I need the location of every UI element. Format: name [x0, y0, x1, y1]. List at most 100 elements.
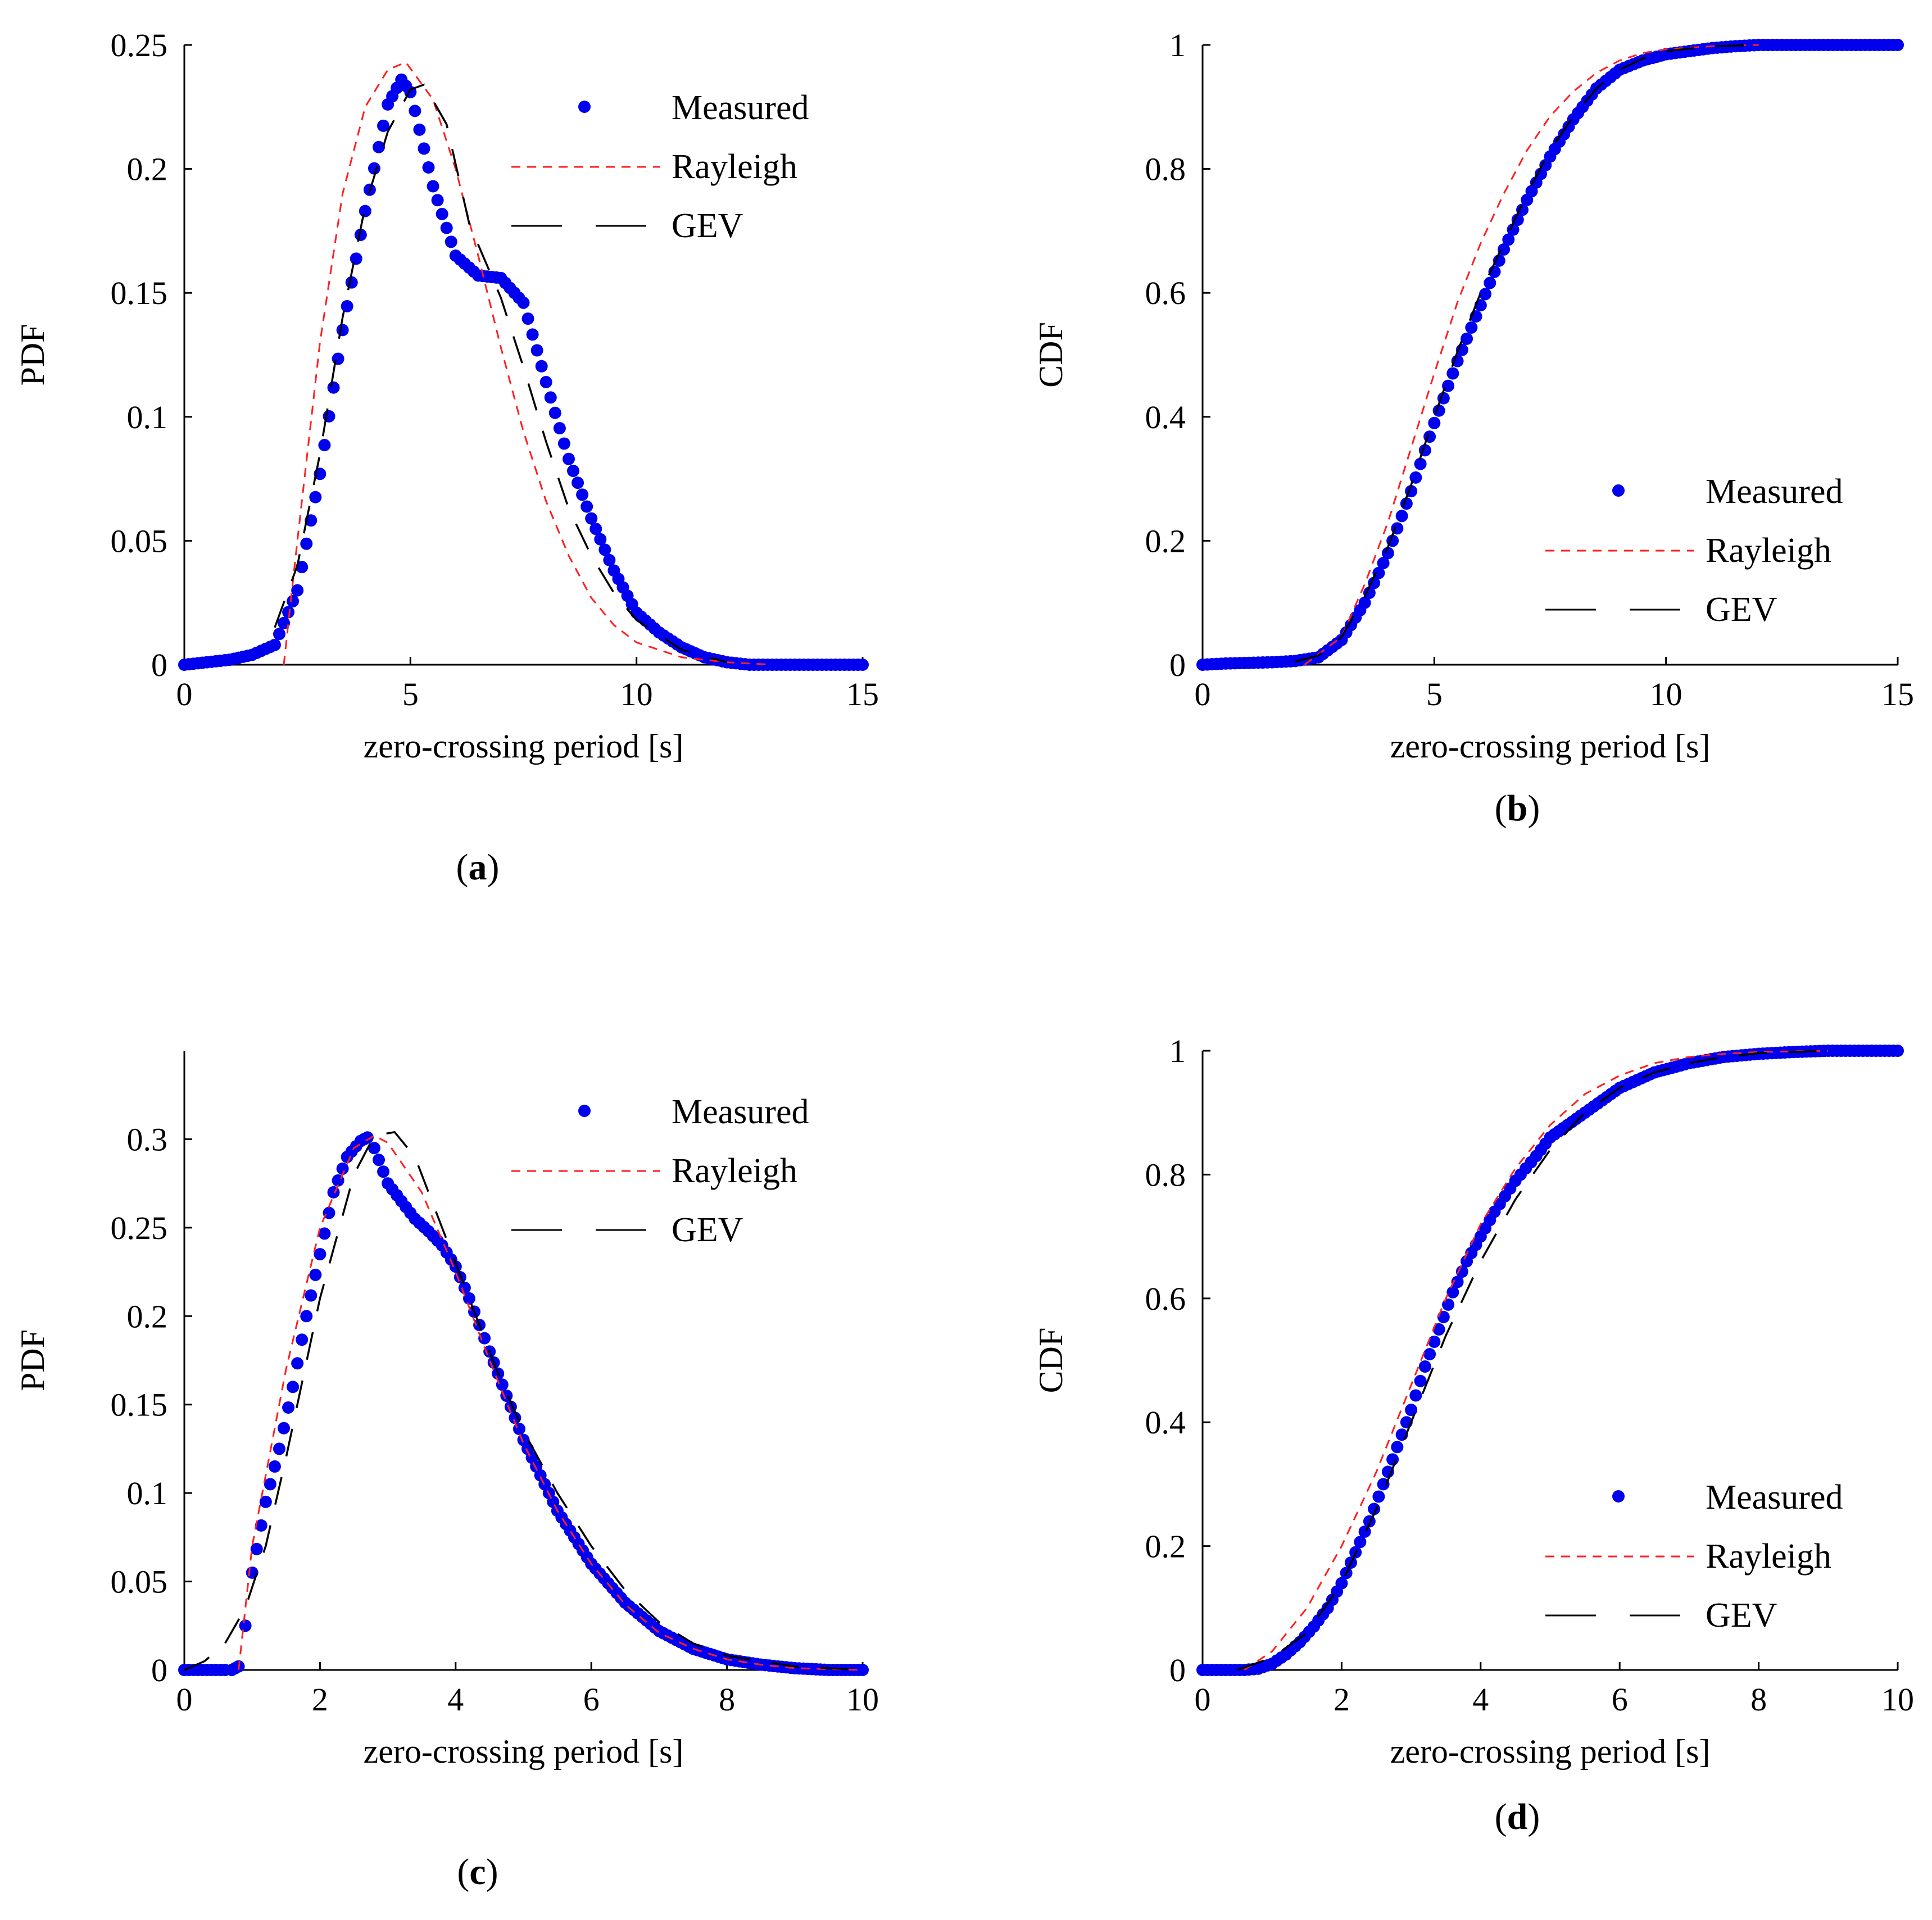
- measured-point: [268, 1460, 281, 1473]
- measured-point: [427, 180, 439, 193]
- x-tick-label: 6: [583, 1681, 600, 1718]
- panel-d: 0 2 4 6 8 10 0 0.2 0.4 0.6 0.8 1 zero-crossing perio…: [1032, 1033, 1914, 1837]
- measured-point: [603, 553, 616, 566]
- x-tick-label: 4: [1472, 1681, 1489, 1718]
- legend-measured-label: Measured: [1706, 1478, 1843, 1517]
- panel-label-open: (: [457, 1851, 469, 1892]
- measured-point: [1405, 1404, 1418, 1417]
- legend-measured-marker: [1612, 484, 1625, 497]
- x-tick-label: 8: [1750, 1681, 1767, 1718]
- measured-point: [268, 638, 281, 651]
- y-tick-label: 0.4: [1145, 1404, 1186, 1441]
- measured-point: [368, 162, 380, 175]
- measured-point: [309, 1268, 322, 1281]
- panel-label: (a): [456, 847, 500, 888]
- gev-line: [1237, 1050, 1829, 1671]
- measured-point: [1377, 557, 1390, 570]
- gev-line: [1295, 44, 1759, 663]
- legend-measured-marker: [578, 1105, 591, 1117]
- measured-point: [1446, 367, 1459, 380]
- panel-label-open: (: [456, 847, 469, 888]
- y-tick-label: 0.05: [111, 523, 168, 559]
- measured-point: [526, 328, 539, 341]
- measured-point: [341, 300, 353, 313]
- measured-point: [1511, 214, 1524, 226]
- y-tick-label: 0.2: [127, 1298, 168, 1335]
- rayleigh-line: [238, 1134, 863, 1671]
- measured-point: [1892, 39, 1904, 51]
- legend-rayleigh-label: Rayleigh: [672, 148, 797, 186]
- measured-point: [296, 561, 309, 574]
- measured-point: [305, 1289, 318, 1302]
- measured-point: [436, 207, 448, 220]
- measured-point: [548, 406, 561, 419]
- measured-point: [1432, 404, 1445, 417]
- panel-label: (c): [457, 1851, 498, 1892]
- legend-gev-label: GEV: [1706, 591, 1777, 629]
- measured-point: [530, 344, 543, 357]
- measured-point: [300, 1310, 313, 1323]
- x-tick-label: 10: [846, 1681, 879, 1718]
- x-tick-label: 10: [1881, 1681, 1914, 1718]
- x-tick-label: 0: [176, 1681, 193, 1718]
- x-tick-label: 4: [447, 1681, 464, 1718]
- measured-point: [572, 476, 584, 489]
- y-tick-label: 0.6: [1145, 1281, 1186, 1317]
- legend-rayleigh-label: Rayleigh: [1706, 1537, 1831, 1576]
- measured-point: [278, 616, 291, 629]
- panel-a: 0 5 10 15 0 0.05 0.1 0.15 0.2 0.25 zero-crossing p…: [14, 27, 879, 888]
- measured-point: [282, 606, 295, 619]
- measured-point: [445, 235, 457, 248]
- measured-point: [291, 1357, 304, 1370]
- panel-label-close: ): [1527, 788, 1540, 829]
- measured-point: [1377, 1478, 1390, 1491]
- measured-point: [594, 533, 607, 546]
- measured-point: [496, 1378, 509, 1391]
- measured-point: [361, 1131, 374, 1144]
- measured-point: [1502, 233, 1515, 246]
- y-tick-label: 0.8: [1145, 1156, 1186, 1193]
- y-tick-label: 0.1: [127, 399, 168, 435]
- panel-label-letter: a: [469, 847, 487, 888]
- panel-label-open: (: [1495, 788, 1507, 829]
- x-tick-label: 10: [620, 676, 653, 712]
- measured-point: [1479, 288, 1492, 301]
- x-axis-title: zero-crossing period [s]: [364, 1733, 684, 1770]
- measured-point: [1465, 321, 1478, 334]
- measured-point: [413, 123, 426, 136]
- measured-point: [264, 1478, 276, 1491]
- measured-point: [856, 659, 869, 671]
- measured-point: [1381, 547, 1394, 560]
- y-axis-title: PDF: [14, 1329, 51, 1391]
- y-tick-label: 0: [1169, 647, 1186, 683]
- measured-point: [418, 142, 430, 155]
- x-axis-title: zero-crossing period [s]: [1390, 1733, 1711, 1770]
- measured-point: [422, 161, 435, 174]
- measured-point: [1354, 1536, 1367, 1549]
- y-tick-label: 0.15: [111, 1387, 168, 1423]
- x-axis-title: zero-crossing period [s]: [1390, 728, 1711, 765]
- measured-point: [359, 205, 371, 217]
- x-tick-label: 15: [846, 676, 879, 712]
- measured-point: [309, 491, 322, 503]
- gev-line: [184, 1131, 863, 1671]
- measured-point: [1892, 1045, 1904, 1057]
- y-tick-label: 0.4: [1145, 399, 1186, 435]
- legend-rayleigh-label: Rayleigh: [1706, 532, 1831, 570]
- measured-point: [291, 584, 304, 597]
- measured-point: [1414, 1374, 1427, 1387]
- measured-point: [1391, 1441, 1404, 1454]
- measured-point: [282, 1401, 295, 1414]
- measured-point: [539, 376, 552, 389]
- legend-gev-label: GEV: [672, 1211, 743, 1249]
- measured-point: [259, 1495, 272, 1508]
- measured-point: [318, 439, 331, 452]
- x-tick-label: 0: [176, 676, 193, 712]
- measured-point: [589, 523, 602, 535]
- panel-label-letter: c: [469, 1851, 486, 1892]
- measured-point: [517, 296, 530, 309]
- measured-point: [1507, 223, 1520, 236]
- measured-point: [1372, 1490, 1385, 1503]
- measured-point: [462, 1292, 475, 1305]
- measured-point: [567, 464, 580, 477]
